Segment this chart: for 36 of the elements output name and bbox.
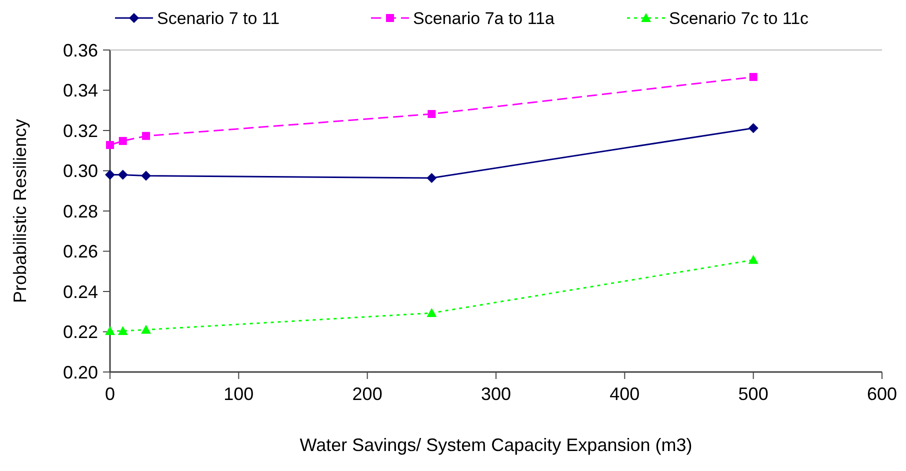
point: [118, 136, 127, 145]
point: [118, 170, 128, 180]
point: [105, 170, 115, 180]
legend-label: Scenario 7a to 11a: [413, 8, 555, 28]
point: [141, 324, 152, 334]
x-tick-label: 500: [738, 384, 768, 404]
x-tick-label: 600: [866, 384, 898, 404]
point: [428, 110, 436, 118]
point: [142, 132, 150, 140]
x-tick-label: 100: [224, 384, 254, 404]
point: [426, 308, 437, 318]
x-axis-title: Water Savings/ System Capacity Expansion (m3): [300, 435, 692, 455]
legend-label: Scenario 7 to 11: [157, 8, 280, 28]
x-tick-label: 200: [352, 384, 382, 404]
x-tick-label: 300: [480, 384, 512, 404]
point: [426, 172, 437, 183]
y-tick-label: 0.20: [62, 362, 98, 382]
y-tick-label: 0.32: [62, 120, 98, 141]
point: [749, 72, 758, 81]
y-tick-label: 0.36: [62, 40, 98, 60]
y-tick-label: 0.34: [62, 80, 98, 101]
legend-label: Scenario 7c to 11c: [669, 8, 810, 28]
point: [141, 170, 152, 181]
point: [748, 123, 758, 134]
point: [118, 326, 128, 335]
y-tick-label: 0.30: [62, 161, 98, 182]
point: [106, 140, 114, 149]
x-tick-label: 0: [104, 384, 116, 404]
x-tick-label: 400: [610, 384, 640, 404]
y-tick-label: 0.28: [62, 201, 98, 222]
y-tick-label: 0.22: [62, 322, 98, 342]
y-tick-label: 0.24: [62, 282, 98, 302]
point: [105, 326, 115, 335]
y-axis-title: Probabilistic Resiliency: [10, 118, 30, 304]
y-tick-label: 0.26: [62, 242, 98, 262]
point: [748, 254, 758, 264]
